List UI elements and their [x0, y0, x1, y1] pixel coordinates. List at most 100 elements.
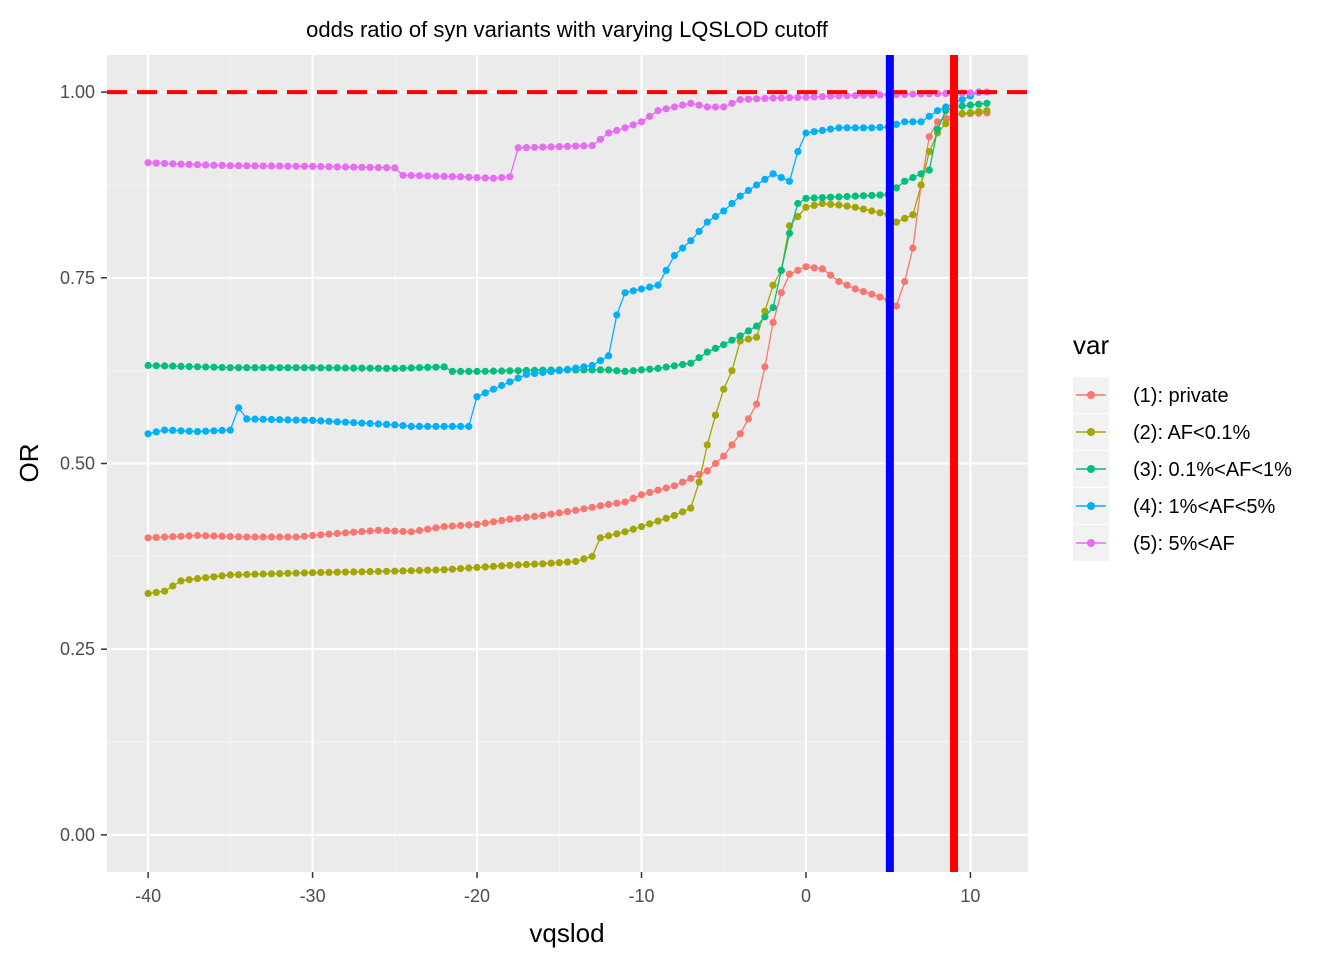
data-point — [580, 142, 588, 150]
data-point — [235, 162, 243, 170]
data-point — [769, 170, 777, 178]
data-point — [983, 99, 991, 107]
data-point — [859, 288, 868, 296]
data-point — [736, 430, 744, 438]
data-point — [514, 144, 522, 152]
data-point — [539, 560, 547, 568]
data-point — [744, 327, 753, 335]
data-point — [925, 112, 933, 120]
series-4 — [144, 88, 983, 438]
data-point — [243, 415, 251, 423]
data-point — [572, 506, 580, 514]
data-point — [383, 164, 391, 172]
data-point — [218, 532, 226, 540]
data-point — [711, 103, 720, 111]
data-point — [563, 558, 572, 566]
data-point — [243, 533, 251, 541]
data-point — [193, 161, 202, 169]
data-point — [547, 510, 555, 518]
legend-label: (1): private — [1133, 385, 1229, 407]
data-point — [259, 162, 267, 170]
data-point — [391, 164, 399, 172]
data-point — [654, 364, 662, 372]
data-point — [144, 534, 152, 542]
data-point — [448, 367, 456, 375]
data-point — [975, 108, 983, 116]
data-point — [218, 426, 226, 434]
data-point — [720, 207, 728, 215]
data-point — [161, 426, 169, 434]
data-point — [202, 532, 210, 540]
data-point — [440, 566, 448, 574]
data-point — [152, 428, 160, 436]
data-point — [868, 207, 876, 215]
data-point — [629, 525, 637, 533]
data-point — [563, 142, 572, 150]
data-point — [243, 162, 251, 170]
data-point — [333, 568, 341, 576]
data-point — [580, 555, 588, 563]
data-point — [605, 352, 613, 360]
data-point — [835, 277, 843, 286]
data-point — [769, 281, 777, 289]
data-point — [670, 482, 679, 490]
legend-item: (5): 5%<AF — [1073, 525, 1235, 561]
data-point — [687, 359, 695, 367]
data-point — [909, 244, 917, 252]
data-point — [605, 366, 613, 374]
data-point — [284, 569, 292, 577]
data-point — [325, 417, 333, 425]
data-point — [366, 419, 374, 428]
data-point — [481, 367, 489, 375]
data-point — [276, 533, 284, 541]
data-point — [827, 92, 835, 100]
data-point — [415, 526, 424, 535]
data-point — [407, 422, 415, 430]
data-point — [933, 118, 942, 126]
series-2 — [144, 107, 991, 598]
data-point — [539, 511, 547, 520]
data-point — [448, 565, 456, 573]
legend-item: (3): 0.1%<AF<1% — [1073, 451, 1292, 487]
data-point — [498, 381, 506, 390]
data-point — [259, 533, 267, 541]
data-point — [637, 523, 646, 531]
data-point — [876, 191, 884, 199]
data-point — [284, 364, 292, 372]
data-point — [547, 143, 555, 151]
data-point — [424, 363, 432, 371]
data-point — [218, 572, 226, 580]
data-point — [407, 364, 415, 372]
data-point — [152, 159, 160, 167]
data-point — [391, 527, 399, 535]
data-point — [637, 366, 646, 374]
data-point — [177, 362, 185, 370]
data-point — [399, 171, 407, 179]
data-point — [481, 174, 489, 182]
data-point — [785, 229, 794, 237]
data-point — [152, 533, 160, 542]
data-point — [711, 459, 720, 468]
data-point — [424, 422, 432, 430]
data-point — [292, 569, 300, 577]
data-point — [761, 313, 769, 321]
data-point — [687, 99, 695, 107]
data-point — [440, 172, 448, 180]
data-point — [810, 264, 818, 272]
data-point — [514, 561, 522, 569]
series-5 — [144, 88, 991, 182]
data-point — [695, 227, 703, 235]
data-point — [292, 162, 300, 170]
data-point — [794, 212, 802, 221]
data-point — [613, 311, 621, 319]
data-point — [522, 560, 531, 569]
data-point — [399, 422, 407, 430]
data-point — [432, 363, 440, 371]
data-point — [605, 500, 613, 508]
data-point — [276, 416, 284, 424]
data-point — [670, 362, 679, 370]
data-point — [835, 201, 843, 209]
data-point — [276, 162, 284, 170]
data-point — [835, 124, 843, 132]
data-point — [489, 385, 498, 393]
